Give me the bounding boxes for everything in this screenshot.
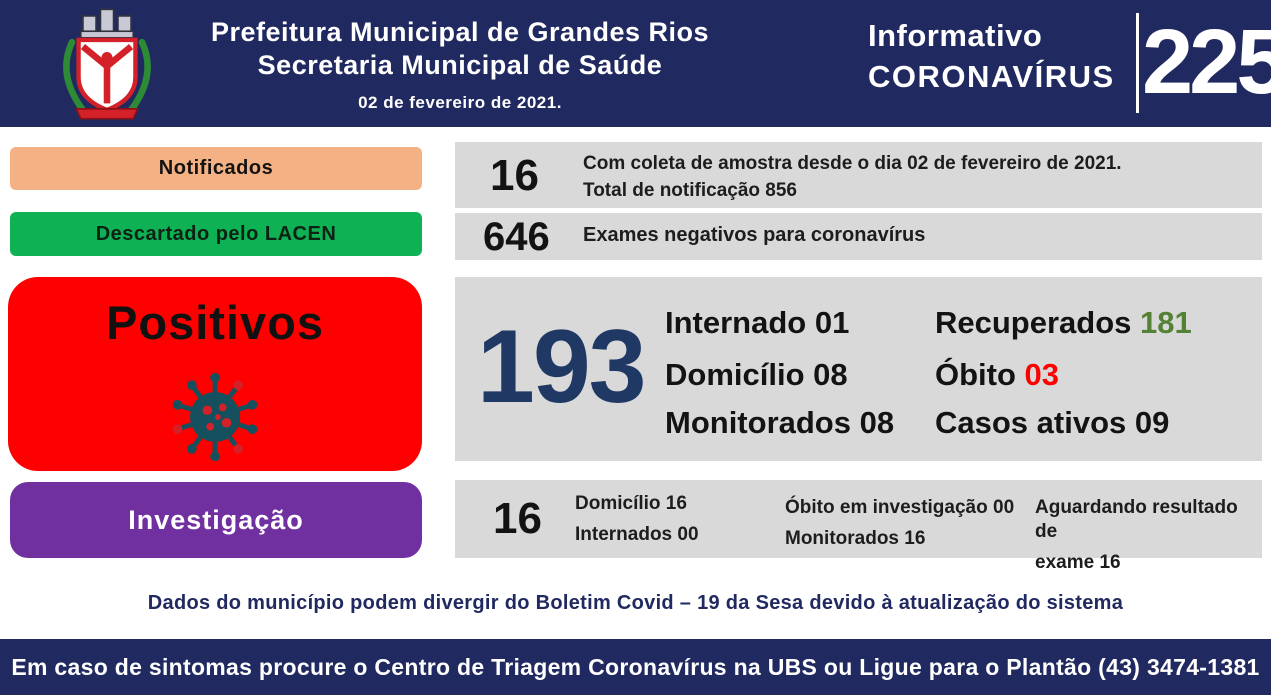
investigacao-col2: Óbito em investigação 00 Monitorados 16 (785, 496, 1014, 551)
investigacao-label: Investigação (10, 482, 422, 558)
investigacao-value: 16 (493, 494, 542, 543)
descartado-value: 646 (483, 215, 550, 259)
inv-aguardando-line1: Aguardando resultado de (1035, 497, 1238, 542)
stat-casos-ativos: Casos ativos 09 (935, 405, 1170, 440)
stat-obito: Óbito 03 (935, 357, 1060, 392)
disclaimer-note: Dados do município podem divergir do Bol… (147, 592, 1124, 614)
descartado-panel: 646 Exames negativos para coronavírus (455, 213, 1262, 260)
inv-obito: Óbito em investigação 00 (785, 497, 1015, 518)
investigacao-col3: Aguardando resultado de exame 16 (1035, 496, 1262, 575)
notificados-panel: 16 Com coleta de amostra desde o dia 02 … (455, 142, 1262, 208)
stat-domicilio: Domicílio 08 (665, 357, 848, 392)
coronavirus-label: CORONAVÍRUS (868, 59, 1115, 94)
stat-internado: Internado 01 (665, 305, 850, 340)
header-bar: Prefeitura Municipal de Grandes Rios Sec… (0, 0, 1271, 127)
header-divider (1136, 13, 1139, 113)
positivos-value: 193 (477, 309, 647, 425)
descartado-label: Descartado pelo LACEN (10, 212, 422, 256)
inv-internados: Internados 00 (575, 524, 699, 545)
notificados-details: Com coleta de amostra desde o dia 02 de … (583, 152, 1122, 203)
descartado-detail-line1: Exames negativos para coronavírus (583, 224, 926, 246)
notificados-label: Notificados (10, 147, 422, 190)
notificados-value: 16 (490, 151, 539, 200)
positivos-label-box: Positivos (8, 277, 422, 471)
bulletin-number: 225 (1142, 11, 1271, 113)
informativo-label: Informativo (868, 18, 1043, 53)
notificados-detail-line1: Com coleta de amostra desde o dia 02 de … (583, 153, 1122, 174)
footer-bar: Em caso de sintomas procure o Centro de … (0, 639, 1271, 695)
header-titles: Prefeitura Municipal de Grandes Rios Sec… (170, 16, 750, 114)
informativo-block: Informativo CORONAVÍRUS (868, 16, 1115, 98)
descartado-details: Exames negativos para coronavírus (583, 224, 925, 247)
virus-icon (167, 369, 263, 465)
investigacao-panel: 16 Domicílio 16 Internados 00 Óbito em i… (455, 480, 1262, 573)
positivos-panel: 193 Internado 01 Domicílio 08 Monitorado… (455, 277, 1262, 461)
municipality-title: Prefeitura Municipal de Grandes Rios (210, 17, 710, 47)
inv-monitorados: Monitorados 16 (785, 528, 926, 549)
city-crest-logo (52, 5, 162, 122)
secretary-title: Secretaria Municipal de Saúde (257, 50, 663, 80)
stat-recuperados: Recuperados 181 (935, 305, 1192, 340)
inv-aguardando-line2: exame 16 (1035, 552, 1121, 573)
investigacao-col1: Domicílio 16 Internados 00 (575, 492, 699, 547)
inv-domicilio: Domicílio 16 (575, 493, 687, 514)
bulletin-date: 02 de fevereiro de 2021. (358, 93, 562, 112)
stat-monitorados: Monitorados 08 (665, 405, 895, 440)
positivos-label: Positivos (106, 296, 324, 349)
notificados-detail-line2: Total de notificação 856 (583, 180, 797, 201)
coronavirus-icon (172, 372, 258, 462)
crest-icon (63, 8, 151, 120)
